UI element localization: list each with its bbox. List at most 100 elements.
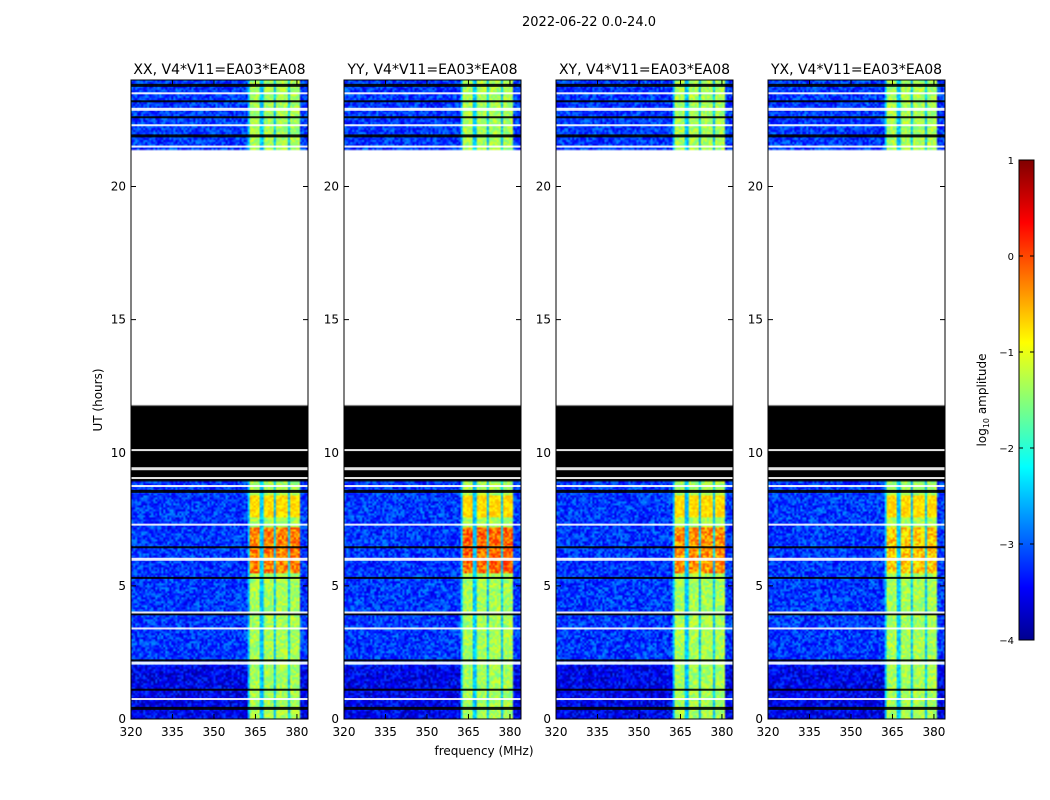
panel-title: YX, V4*V11=EA03*EA08 [770,62,942,78]
flag-stripe [131,688,308,691]
flag-stripe [768,611,945,614]
flag-stripe [131,477,308,480]
flag-stripe [556,627,733,630]
flag-stripe [344,107,521,111]
flag-stripe [768,83,945,87]
y-tick-label: 20 [536,180,551,194]
y-tick-label: 10 [324,446,339,460]
flag-stripe [556,659,733,662]
x-tick-label: 350 [416,725,439,739]
flag-stripe [344,612,521,616]
flag-stripe [556,107,733,111]
flag-stripe [131,107,308,111]
flag-stripe [344,611,521,614]
y-tick-label: 15 [748,313,763,327]
flag-stripe [556,145,733,148]
flag-stripe [768,485,945,488]
x-axis-label: frequency (MHz) [434,744,533,758]
flag-stripe [556,688,733,691]
flag-stripe [768,124,945,127]
panel-frame [767,79,946,720]
panel-frame [343,79,522,720]
flag-stripe [344,661,521,665]
y-tick-label: 20 [111,180,126,194]
flag-stripe [344,546,521,549]
x-tick-label: 335 [374,725,397,739]
flag-stripe [131,576,308,579]
x-tick-label: 365 [457,725,480,739]
flag-stripe [768,627,945,630]
flag-stripe [768,107,945,111]
flag-stripe [131,546,308,549]
flag-stripe [344,145,521,148]
flag-stripe [768,698,945,701]
flag-stripe [131,467,308,471]
flag-stripe [344,477,521,480]
x-tick-label: 320 [757,725,780,739]
flag-stripe [768,116,945,119]
flag-stripe [556,124,733,127]
panel-heatmap [556,80,733,719]
flag-stripe [131,92,308,95]
flag-stripe [768,134,945,138]
flag-stripe [131,611,308,614]
flag-stripe [131,449,308,452]
flag-stripe [131,612,308,616]
panel-xy: XY, V4*V11=EA03*EA08 320 335 350 365 380 0 5 10 1… [536,62,734,739]
panel-frame [130,79,309,720]
panel-heatmap [344,80,521,719]
flag-stripe [344,576,521,579]
flag-stripe [344,485,521,488]
colorbar-label: log10 amplitude [975,354,991,447]
flag-stripe [344,659,521,662]
flag-stripe [131,627,308,630]
flag-stripe [344,134,521,138]
flag-stripe [344,467,521,471]
flag-stripe [768,145,945,148]
flag-stripe [131,706,308,710]
flag-stripe [556,706,733,710]
flag-stripe [768,92,945,95]
flag-stripe [556,489,733,493]
flag-stripe [344,124,521,127]
flag-stripe [131,659,308,662]
flag-stripe [344,92,521,95]
flag-stripe [344,449,521,452]
panel-heatmap [131,80,308,719]
y-tick-label: 15 [536,313,551,327]
flag-stripe [556,449,733,452]
x-tick-label: 365 [881,725,904,739]
x-tick-label: 365 [669,725,692,739]
flag-stripe [344,557,521,561]
panel-yx: YX, V4*V11=EA03*EA08 320 335 350 365 380 0 5 10 1… [748,62,946,739]
y-tick-label: 0 [118,712,126,726]
flag-stripe [556,698,733,701]
x-tick-label: 350 [840,725,863,739]
x-tick-label: 320 [545,725,568,739]
y-tick-label: 10 [748,446,763,460]
colorbar-tick-label: −4 [999,636,1014,647]
flag-stripe [556,467,733,471]
flag-stripe [556,477,733,480]
flag-stripe [768,467,945,471]
y-tick-label: 15 [324,313,339,327]
flag-stripe [768,477,945,480]
flag-stripe [556,485,733,488]
flag-stripe [344,706,521,710]
y-tick-label: 5 [543,579,551,593]
y-axis-label: UT (hours) [91,368,105,431]
flag-stripe [131,134,308,138]
colorbar-tick-label: 0 [1008,252,1014,263]
flag-stripe [131,698,308,701]
y-tick-label: 0 [755,712,763,726]
flag-stripe [768,523,945,526]
x-tick-label: 350 [628,725,651,739]
flag-stripe [131,83,308,87]
flag-stripe [768,688,945,691]
flag-stripe [768,449,945,452]
y-tick-label: 20 [748,180,763,194]
x-tick-label: 320 [333,725,356,739]
flag-stripe [131,100,308,103]
y-tick-label: 5 [118,579,126,593]
